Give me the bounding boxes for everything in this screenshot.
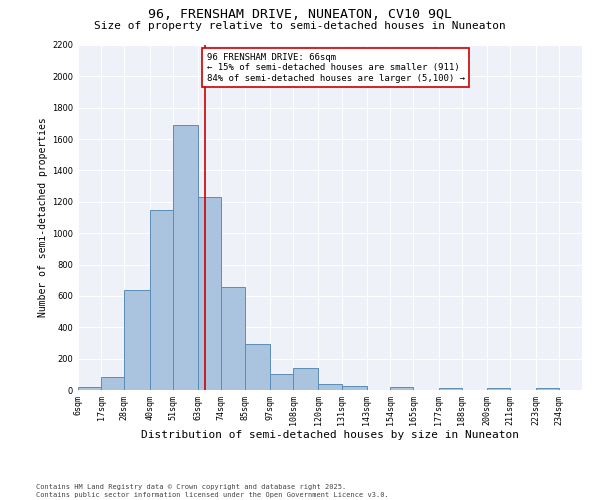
Bar xyxy=(319,384,341,390)
Y-axis label: Number of semi-detached properties: Number of semi-detached properties xyxy=(38,118,48,318)
Text: Contains HM Land Registry data © Crown copyright and database right 2025.
Contai: Contains HM Land Registry data © Crown c… xyxy=(36,484,389,498)
Bar xyxy=(198,197,221,390)
Bar xyxy=(536,388,559,390)
Bar xyxy=(221,286,245,390)
Bar xyxy=(124,290,149,390)
Text: 96 FRENSHAM DRIVE: 66sqm
← 15% of semi-detached houses are smaller (911)
84% of : 96 FRENSHAM DRIVE: 66sqm ← 15% of semi-d… xyxy=(206,53,464,82)
Bar xyxy=(101,378,124,390)
Bar xyxy=(245,344,270,390)
Bar xyxy=(293,368,319,390)
Bar xyxy=(341,386,367,390)
Text: Size of property relative to semi-detached houses in Nuneaton: Size of property relative to semi-detach… xyxy=(94,21,506,31)
Bar xyxy=(270,374,293,390)
Bar xyxy=(78,387,101,390)
Bar xyxy=(439,388,462,390)
X-axis label: Distribution of semi-detached houses by size in Nuneaton: Distribution of semi-detached houses by … xyxy=(141,430,519,440)
Text: 96, FRENSHAM DRIVE, NUNEATON, CV10 9QL: 96, FRENSHAM DRIVE, NUNEATON, CV10 9QL xyxy=(148,8,452,20)
Bar xyxy=(173,125,198,390)
Bar xyxy=(149,210,173,390)
Bar xyxy=(390,387,413,390)
Bar xyxy=(487,388,511,390)
